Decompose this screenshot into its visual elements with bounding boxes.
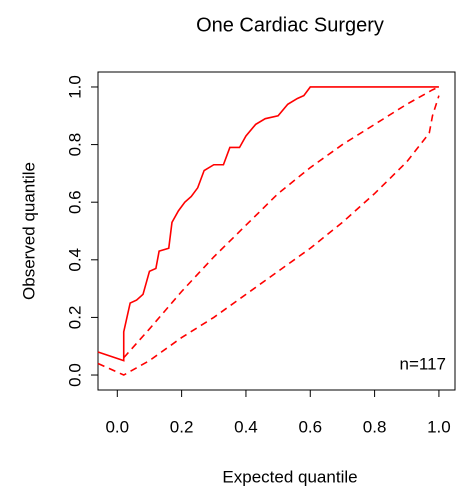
x-axis-label: Expected quantile (222, 467, 357, 486)
series-line (97, 95, 440, 376)
y-tick-label: 0.6 (65, 190, 84, 214)
x-tick-label: 0.0 (105, 417, 129, 436)
series-line (123, 86, 440, 359)
y-axis-label: Observed quantile (19, 162, 38, 300)
y-tick-label: 0.0 (65, 363, 84, 387)
y-tick-label: 0.2 (65, 306, 84, 330)
x-tick-label: 0.8 (363, 417, 387, 436)
y-tick-label: 1.0 (65, 75, 84, 99)
x-tick-label: 0.4 (234, 417, 258, 436)
chart-title: One Cardiac Surgery (196, 14, 384, 36)
x-tick-label: 1.0 (427, 417, 451, 436)
plot-frame (97, 71, 456, 391)
x-tick-label: 0.6 (298, 417, 322, 436)
series-line (97, 86, 439, 362)
y-tick-label: 0.4 (65, 248, 84, 272)
x-tick-label: 0.2 (170, 417, 194, 436)
y-tick-label: 0.8 (65, 133, 84, 157)
annotation: n=117 (400, 354, 446, 373)
